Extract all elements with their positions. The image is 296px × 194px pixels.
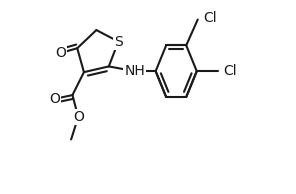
Text: O: O xyxy=(49,92,60,106)
Text: S: S xyxy=(114,35,123,48)
Text: O: O xyxy=(55,46,66,60)
Text: NH: NH xyxy=(124,64,145,78)
Text: Cl: Cl xyxy=(223,64,237,78)
Text: O: O xyxy=(73,110,84,124)
Text: Cl: Cl xyxy=(203,11,217,25)
